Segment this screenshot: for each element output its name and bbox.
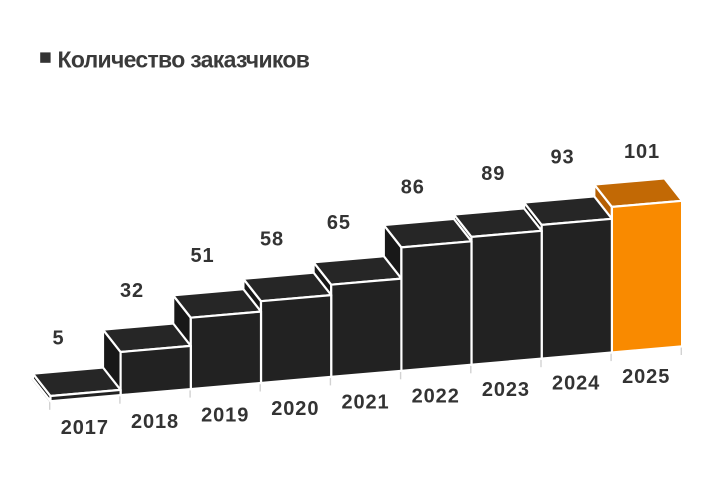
svg-text:93: 93 (550, 146, 574, 168)
svg-text:2020: 2020 (271, 398, 319, 420)
svg-text:2023: 2023 (482, 379, 530, 401)
svg-text:32: 32 (120, 280, 144, 302)
svg-text:2025: 2025 (622, 366, 670, 388)
svg-text:89: 89 (481, 163, 505, 185)
svg-text:2019: 2019 (201, 404, 249, 426)
svg-text:51: 51 (190, 245, 214, 267)
svg-text:86: 86 (401, 176, 425, 198)
svg-text:2018: 2018 (131, 411, 179, 433)
svg-text:5: 5 (52, 327, 64, 349)
svg-text:2022: 2022 (412, 385, 460, 407)
svg-text:2021: 2021 (341, 392, 389, 414)
svg-text:58: 58 (260, 229, 284, 251)
svg-text:2024: 2024 (552, 373, 600, 395)
svg-text:65: 65 (327, 212, 351, 234)
svg-text:Количество заказчиков: Количество заказчиков (58, 47, 310, 73)
svg-text:2017: 2017 (61, 417, 109, 439)
svg-text:101: 101 (624, 141, 660, 163)
